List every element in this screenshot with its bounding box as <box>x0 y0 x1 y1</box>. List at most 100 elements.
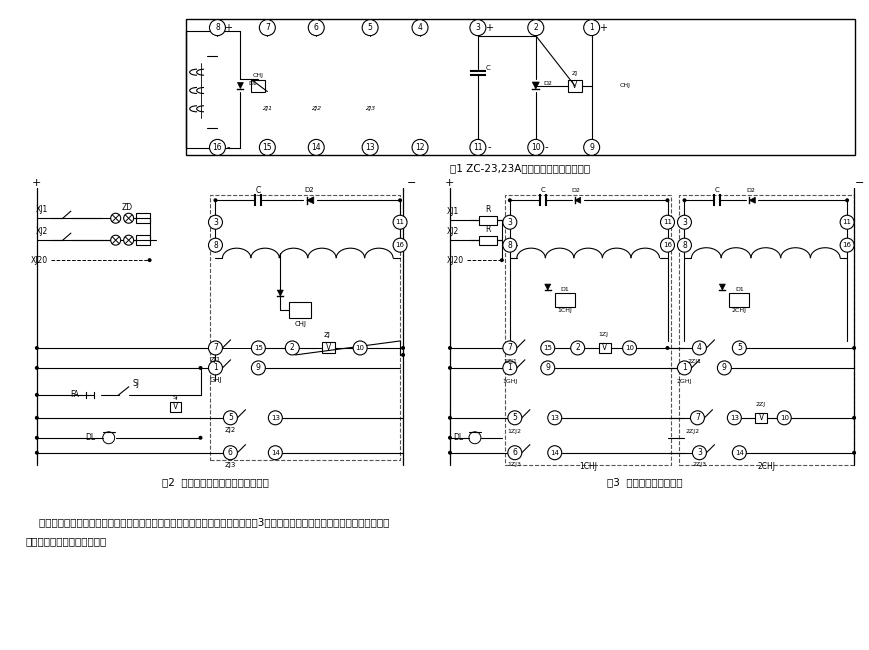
Text: 图1 ZC-23,23A型冲击继电器内部接线图: 图1 ZC-23,23A型冲击继电器内部接线图 <box>450 163 590 174</box>
Text: C: C <box>486 64 491 71</box>
Text: D1: D1 <box>735 287 744 292</box>
Circle shape <box>393 238 407 252</box>
Polygon shape <box>749 197 755 203</box>
Text: 1: 1 <box>682 363 687 372</box>
Bar <box>186 19 855 155</box>
Text: 7: 7 <box>265 23 269 32</box>
Text: 3: 3 <box>213 218 218 227</box>
Bar <box>567 79 581 92</box>
Bar <box>251 79 265 92</box>
Text: 8: 8 <box>682 240 687 250</box>
Circle shape <box>362 20 378 36</box>
Circle shape <box>259 139 275 155</box>
Text: 3: 3 <box>682 218 687 227</box>
Circle shape <box>503 361 517 375</box>
Text: DL: DL <box>86 434 96 442</box>
Text: 4: 4 <box>697 343 702 352</box>
Text: XJ2: XJ2 <box>447 227 459 236</box>
Bar <box>210 195 400 460</box>
Circle shape <box>622 341 637 355</box>
Circle shape <box>852 346 856 350</box>
Circle shape <box>507 411 521 425</box>
Circle shape <box>209 341 222 355</box>
Text: XJ1: XJ1 <box>447 207 459 216</box>
Text: SJ: SJ <box>132 380 139 388</box>
Bar <box>755 413 767 422</box>
Bar <box>136 213 149 223</box>
Circle shape <box>678 238 692 252</box>
Text: +: + <box>32 178 42 188</box>
Circle shape <box>693 446 706 460</box>
Circle shape <box>35 416 39 420</box>
Circle shape <box>571 341 585 355</box>
Circle shape <box>777 411 792 425</box>
Text: 1: 1 <box>507 363 512 372</box>
Text: 1: 1 <box>213 363 218 372</box>
Text: 11: 11 <box>663 219 672 225</box>
Text: 6: 6 <box>513 448 517 457</box>
Circle shape <box>198 366 202 370</box>
Bar <box>729 293 749 307</box>
Circle shape <box>412 139 428 155</box>
Circle shape <box>362 139 378 155</box>
Text: 1CHJ: 1CHJ <box>579 462 597 471</box>
Text: 11: 11 <box>473 143 482 152</box>
Text: +: + <box>224 23 232 32</box>
Polygon shape <box>307 197 314 203</box>
Text: 7: 7 <box>213 343 218 352</box>
Circle shape <box>840 215 854 229</box>
Text: ZJ3: ZJ3 <box>225 462 236 468</box>
Text: C: C <box>715 187 720 193</box>
Circle shape <box>412 20 428 36</box>
Text: XJ1: XJ1 <box>36 205 48 214</box>
Polygon shape <box>545 284 551 290</box>
Text: 14: 14 <box>735 450 744 456</box>
Text: SJ: SJ <box>173 395 178 400</box>
Text: 2CHJ: 2CHJ <box>732 307 746 313</box>
Text: 图3  冲击自动复归接线图: 图3 冲击自动复归接线图 <box>607 478 682 488</box>
Text: 15: 15 <box>254 345 262 351</box>
Circle shape <box>35 450 39 455</box>
Text: 15: 15 <box>543 345 552 351</box>
Circle shape <box>209 139 225 155</box>
Text: 2: 2 <box>290 343 295 352</box>
Circle shape <box>503 341 517 355</box>
Text: 1ZJ2: 1ZJ2 <box>507 429 521 434</box>
Bar <box>599 343 611 353</box>
Text: 1CHJ: 1CHJ <box>557 307 572 313</box>
Polygon shape <box>277 290 283 296</box>
Text: 4: 4 <box>418 23 422 32</box>
Polygon shape <box>533 82 540 89</box>
Bar <box>170 402 181 412</box>
Text: ZJ2: ZJ2 <box>225 427 236 433</box>
Circle shape <box>148 258 151 262</box>
Circle shape <box>209 20 225 36</box>
Polygon shape <box>574 197 580 203</box>
Text: CHJ: CHJ <box>295 321 306 327</box>
Bar <box>136 235 149 245</box>
Text: 8: 8 <box>216 23 220 32</box>
Text: -: - <box>488 142 491 152</box>
Circle shape <box>733 446 746 460</box>
Circle shape <box>353 341 367 355</box>
Text: −: − <box>854 178 864 188</box>
Circle shape <box>660 215 674 229</box>
Circle shape <box>666 198 669 202</box>
Text: 2ZJ1: 2ZJ1 <box>687 359 701 365</box>
Circle shape <box>448 366 452 370</box>
Bar <box>505 195 672 465</box>
Text: V: V <box>759 413 764 423</box>
Text: 图2  电压手动复归和延时复归接线图: 图2 电压手动复归和延时复归接线图 <box>162 478 269 488</box>
Circle shape <box>846 198 849 202</box>
Text: D1: D1 <box>561 287 569 292</box>
Circle shape <box>398 198 402 202</box>
Circle shape <box>666 346 669 350</box>
Circle shape <box>308 139 324 155</box>
Text: 3: 3 <box>475 23 481 32</box>
Text: 7: 7 <box>507 343 513 352</box>
Text: C: C <box>541 187 545 193</box>
Text: C: C <box>255 186 261 195</box>
Text: 16: 16 <box>843 242 852 248</box>
Text: 3: 3 <box>507 218 513 227</box>
Text: D1: D1 <box>249 81 257 86</box>
